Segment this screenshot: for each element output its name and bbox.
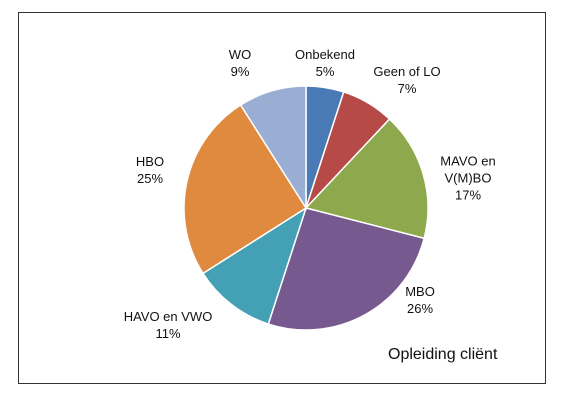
slice-category: HBO — [135, 154, 165, 169]
slice-category: WO — [228, 47, 252, 62]
pie-slice — [267, 207, 426, 331]
slice-category: Geen of LO — [373, 64, 441, 79]
slice-value: 7% — [397, 81, 417, 96]
slice-label: HBO 25% — [100, 153, 200, 187]
pie-slice — [183, 103, 308, 275]
slice-label: MBO 26% — [370, 283, 470, 317]
slice-label: Geen of LO 7% — [357, 63, 457, 97]
slice-value: 17% — [454, 187, 482, 203]
slice-value: 26% — [406, 301, 434, 316]
slice-value: 25% — [136, 171, 164, 186]
chart-frame — [18, 12, 546, 384]
slice-label: MAVO en V(M)BO 17% — [418, 153, 518, 204]
chart-title: Opleiding cliënt — [388, 346, 498, 363]
pie-slice — [201, 206, 308, 325]
slice-category: Onbekend — [295, 47, 355, 62]
slice-label: WO 9% — [190, 46, 290, 80]
slice-label: HAVO en VWO 11% — [118, 308, 218, 342]
slice-label: Onbekend 5% — [275, 46, 375, 80]
slice-category: HAVO en VWO — [123, 309, 213, 324]
slice-value: 11% — [155, 326, 181, 341]
pie-slice — [239, 85, 307, 211]
slice-category: MAVO en V(M)BO — [440, 153, 496, 186]
slice-value: 5% — [315, 64, 335, 79]
pie-slice — [304, 118, 429, 240]
slice-category: MBO — [405, 284, 435, 299]
slice-value: 9% — [230, 64, 250, 79]
